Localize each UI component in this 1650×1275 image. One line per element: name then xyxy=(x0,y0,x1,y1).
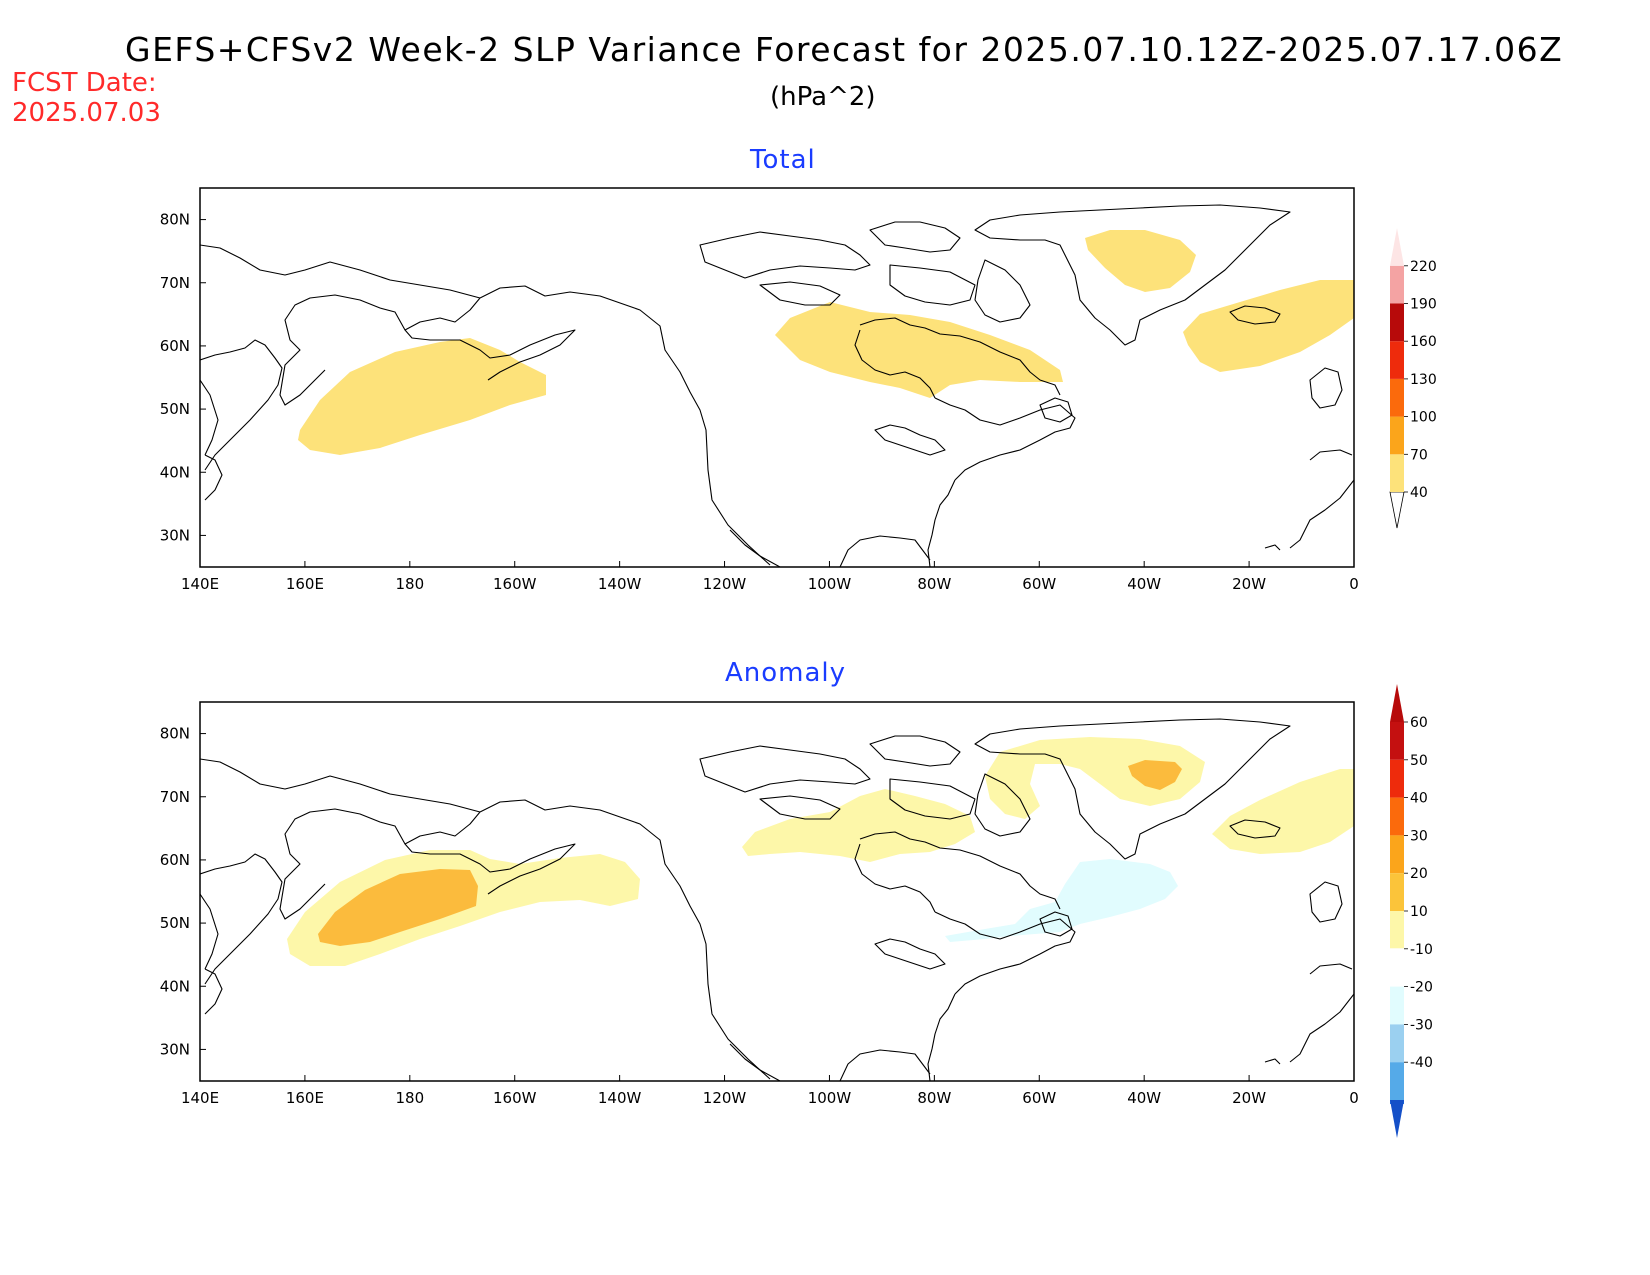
lat-tick-label: 70N xyxy=(160,274,190,292)
lon-tick-label: 100W xyxy=(808,575,852,593)
hudson-bay-anomaly xyxy=(742,789,975,862)
lon-tick-label: 20W xyxy=(1232,1089,1266,1107)
colorbar-box xyxy=(1390,303,1404,342)
colorbar-end-high xyxy=(1390,684,1404,722)
forecast-date-label: FCST Date: xyxy=(12,68,157,98)
colorbar-box xyxy=(1390,722,1404,760)
units-label: (hPa^2) xyxy=(770,82,876,112)
greenland-anomaly xyxy=(985,737,1205,819)
colorbar-tick-label: 50 xyxy=(1410,753,1428,769)
lon-tick-label: 180 xyxy=(395,575,424,593)
forecast-date-block: FCST Date: 2025.07.03 xyxy=(12,68,161,128)
colorbar-box xyxy=(1390,454,1404,492)
lon-tick-label: 140E xyxy=(181,1089,219,1107)
figure-title: GEFS+CFSv2 Week-2 SLP Variance Forecast … xyxy=(125,30,1564,69)
colorbar-box xyxy=(1390,265,1404,304)
total-map-axes: 140E 160E 180 160W 140W 120W 100W 80W 60W 40W 20W 0… xyxy=(160,211,1359,593)
iceland-variance xyxy=(1183,280,1354,372)
colorbar-tick-label: 70 xyxy=(1410,447,1428,463)
colorbar-box xyxy=(1390,986,1404,1025)
lon-tick-label: 160E xyxy=(286,575,324,593)
colorbar-tick-label: 20 xyxy=(1410,866,1428,882)
colorbar-box xyxy=(1390,1024,1404,1063)
lon-tick-label: 140W xyxy=(598,575,642,593)
colorbar-tick-label: -30 xyxy=(1410,1017,1433,1033)
lon-tick-label: 60W xyxy=(1022,575,1056,593)
lon-tick-label: 20W xyxy=(1232,575,1266,593)
lon-tick-label: 60W xyxy=(1022,1089,1056,1107)
colorbar-tick-label: 220 xyxy=(1410,259,1437,275)
lat-tick-label: 30N xyxy=(160,526,190,544)
colorbar-tick-label: 60 xyxy=(1410,715,1428,731)
lon-tick-label: 120W xyxy=(703,575,747,593)
lon-tick-label: 100W xyxy=(808,1089,852,1107)
colorbar-box xyxy=(1390,873,1404,911)
colorbar-box xyxy=(1390,416,1404,455)
north-pacific-variance xyxy=(298,338,546,455)
colorbar-box xyxy=(1390,378,1404,417)
colorbar-box xyxy=(1390,797,1404,836)
colorbar-tick-label: 40 xyxy=(1410,791,1428,807)
lat-tick-label: 40N xyxy=(160,463,190,481)
lon-tick-label: 120W xyxy=(703,1089,747,1107)
panel-title-total: Total xyxy=(750,145,816,175)
lon-tick-label: 160W xyxy=(493,575,537,593)
north-pacific-anomaly-core xyxy=(318,869,478,946)
lon-tick-label: 160W xyxy=(493,1089,537,1107)
panel-title-anomaly: Anomaly xyxy=(725,658,847,688)
lon-tick-label: 180 xyxy=(395,1089,424,1107)
hudson-bay-variance xyxy=(775,302,1063,398)
lon-tick-label: 40W xyxy=(1127,575,1161,593)
lat-tick-label: 60N xyxy=(160,851,190,869)
colorbar-box xyxy=(1390,759,1404,798)
lon-tick-label: 80W xyxy=(917,1089,951,1107)
greenland-variance xyxy=(1085,230,1196,292)
lat-tick-label: 40N xyxy=(160,977,190,995)
colorbar-tick-label: 30 xyxy=(1410,828,1428,844)
lat-tick-label: 50N xyxy=(160,400,190,418)
iceland-anomaly xyxy=(1212,769,1354,854)
colorbar-box xyxy=(1390,1062,1404,1100)
colorbar-end-high xyxy=(1390,228,1404,266)
lat-tick-label: 80N xyxy=(160,211,190,229)
colorbar-tick-label: 10 xyxy=(1410,904,1428,920)
lat-tick-label: 80N xyxy=(160,725,190,743)
lat-tick-label: 70N xyxy=(160,788,190,806)
total-colorbar: 40 70 100 130 160 190 220 xyxy=(1389,228,1437,529)
colorbar-end-low xyxy=(1390,1100,1404,1138)
total-map: 140E 160E 180 160W 140W 120W 100W 80W 60W 40W 20W 0… xyxy=(160,187,1359,593)
anomaly-map: 140E 160E 180 160W 140W 120W 100W 80W 60W 40W 20W 0… xyxy=(160,701,1359,1107)
colorbar-tick-label: 40 xyxy=(1410,485,1428,501)
colorbar-box xyxy=(1390,341,1404,379)
lon-tick-label: 160E xyxy=(286,1089,324,1107)
anomaly-map-axes: 140E 160E 180 160W 140W 120W 100W 80W 60W 40W 20W 0… xyxy=(160,725,1359,1107)
colorbar-box xyxy=(1390,835,1404,874)
lon-tick-label: 0 xyxy=(1349,1089,1359,1107)
colorbar-tick-label: 130 xyxy=(1410,372,1437,388)
lon-tick-label: 140E xyxy=(181,575,219,593)
colorbar-tick-label: -40 xyxy=(1410,1055,1433,1071)
colorbar-tick-label: -20 xyxy=(1410,980,1433,996)
colorbar-box xyxy=(1389,948,1405,988)
colorbar-box xyxy=(1390,911,1404,949)
lon-tick-label: 40W xyxy=(1127,1089,1161,1107)
lat-tick-label: 50N xyxy=(160,914,190,932)
lon-tick-label: 0 xyxy=(1349,575,1359,593)
labrador-sea-negative-anomaly xyxy=(945,859,1178,942)
colorbar-tick-label: 160 xyxy=(1410,334,1437,350)
colorbar-tick-label: -10 xyxy=(1410,942,1433,958)
colorbar-tick-label: 190 xyxy=(1410,297,1437,313)
colorbar-end-low xyxy=(1389,491,1405,529)
lat-tick-label: 30N xyxy=(160,1040,190,1058)
anomaly-colorbar: 60 50 40 30 20 10 -10 -20 -30 -40 xyxy=(1389,684,1433,1138)
lon-tick-label: 80W xyxy=(917,575,951,593)
total-map-frame xyxy=(199,187,1355,568)
colorbar-tick-label: 100 xyxy=(1410,410,1437,426)
lon-tick-label: 140W xyxy=(598,1089,642,1107)
lat-tick-label: 60N xyxy=(160,337,190,355)
forecast-date-value: 2025.07.03 xyxy=(12,98,161,128)
anomaly-map-frame xyxy=(199,701,1355,1082)
greenland-anomaly-core xyxy=(1128,760,1182,790)
